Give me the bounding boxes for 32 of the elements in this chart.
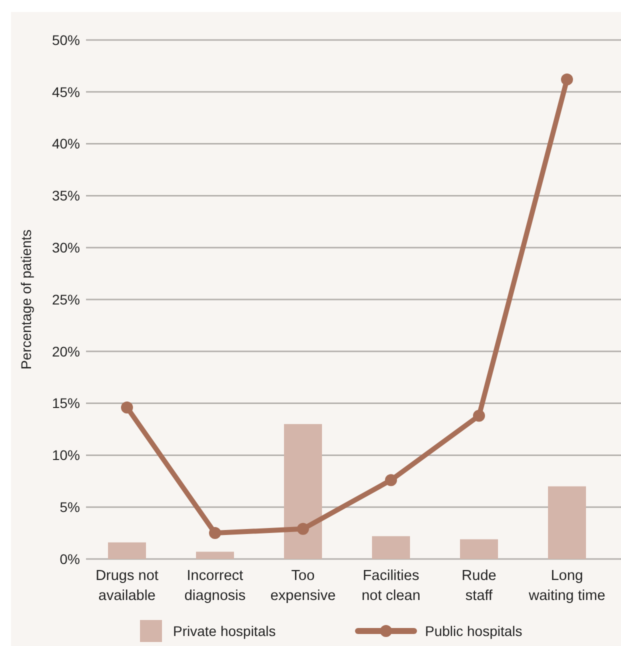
y-tick-label: 0% [60,550,80,567]
y-tick-label: 10% [52,447,80,464]
bar [460,539,498,559]
legend-label: Private hospitals [173,622,276,639]
y-axis-title: Percentage of patients [18,229,34,370]
y-tick-label: 35% [52,188,80,204]
y-tick-label: 25% [52,291,80,308]
bar [372,536,410,559]
legend-label: Public hospitals [425,622,522,639]
y-tick-label: 45% [52,84,80,100]
point [209,527,221,540]
point [473,410,485,422]
x-tick-label: Long waiting time [528,568,606,604]
y-tick-label: 50% [52,32,80,48]
point [385,474,397,486]
point [561,73,573,86]
x-tick-label: Drugs not available [96,568,158,604]
x-tick-label: Facilities not clean [362,568,420,604]
y-tick-label: 20% [52,343,80,360]
bar [196,552,234,559]
point [297,522,309,535]
y-tick-label: 15% [52,395,80,412]
bar [284,424,322,559]
point [121,401,133,414]
y-tick-label: 30% [52,240,80,256]
bar [108,542,146,559]
y-tick-label: 5% [60,499,80,515]
y-tick-label: 40% [52,136,80,152]
x-tick-label: Rude staff [462,568,496,604]
x-tick-label: Incorrect diagnosis [184,568,246,604]
bar [548,486,586,559]
x-tick-label: Too expensive [270,568,336,604]
